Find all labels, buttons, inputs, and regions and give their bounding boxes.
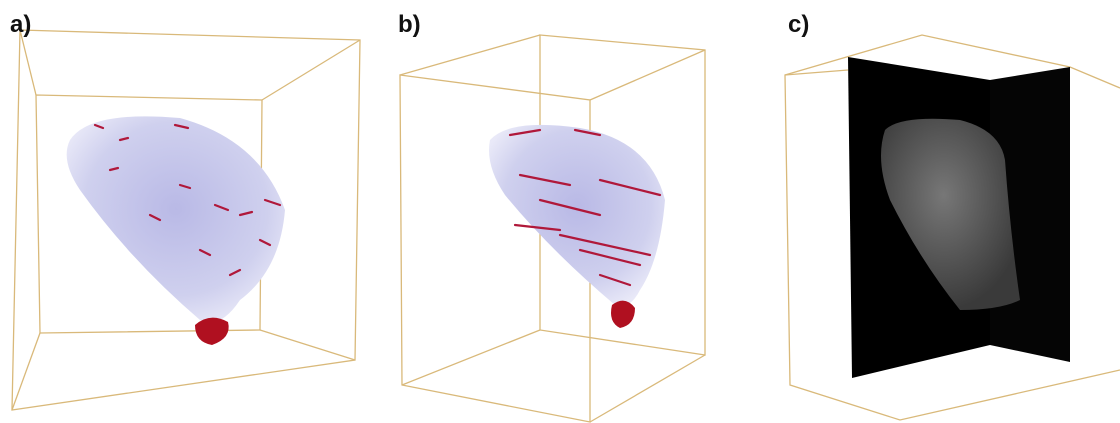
figure: a) b) c) <box>0 0 1120 423</box>
particle <box>611 301 635 328</box>
panel-b: b) <box>398 11 705 422</box>
panel-c: c) <box>785 11 1120 420</box>
panel-label: c) <box>788 11 809 38</box>
panel-label: b) <box>398 11 421 38</box>
particle <box>195 318 229 345</box>
panel-label: a) <box>10 11 31 38</box>
volume-render <box>489 125 665 306</box>
panel-a: a) <box>10 11 360 410</box>
volume-render <box>67 116 285 322</box>
